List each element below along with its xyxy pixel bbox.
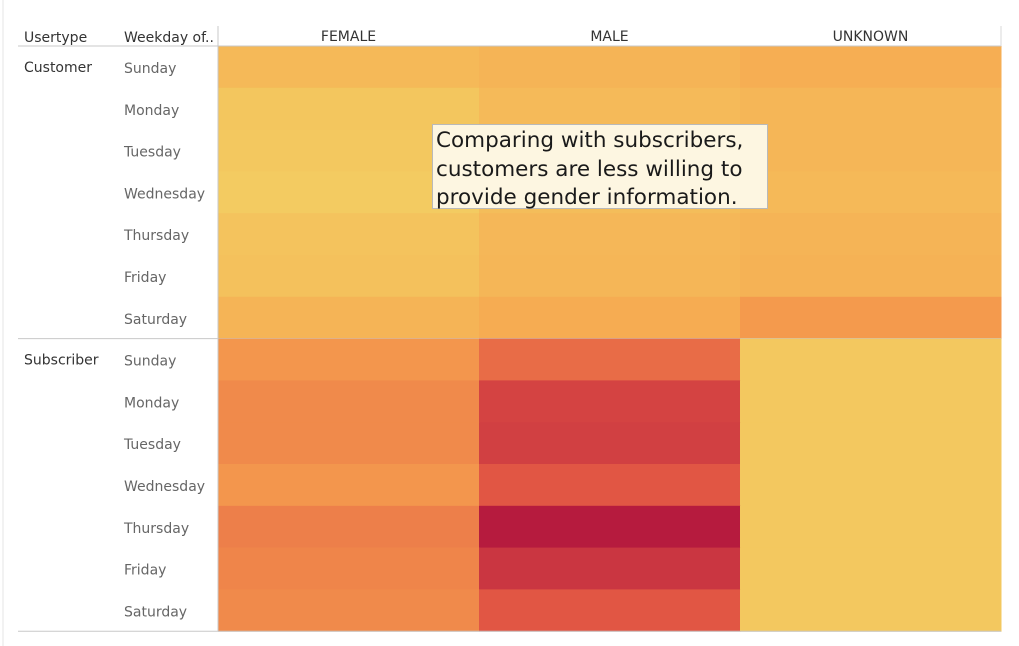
heatmap-cell [218,589,480,632]
weekday-label: Monday [124,395,179,411]
heatmap-cell [218,547,480,590]
heatmap-cell [740,46,1002,89]
weekday-label: Sunday [124,354,176,370]
column-header-unknown: UNKNOWN [833,29,909,45]
heatmap-cell [479,338,741,381]
heatmap-cell [479,296,741,340]
weekday-label: Sunday [124,61,176,77]
row-header-weekday: Weekday of.. [124,30,214,46]
heatmap-cell [479,547,741,590]
heatmap-cell [740,589,1002,632]
column-header-female: FEMALE [321,29,376,45]
heatmap-cell [218,505,480,549]
heatmap-cell [218,380,480,423]
heatmap-cell [740,171,1002,214]
heatmap-cell [479,380,741,423]
heatmap-cell [479,589,741,632]
heatmap-cell [218,46,480,89]
heatmap-cell [479,87,741,131]
heatmap-cell [740,547,1002,590]
heatmap-cell [740,422,1002,465]
weekday-label: Friday [124,563,166,579]
heatmap-cell [218,338,480,381]
heatmap-cell [740,338,1002,381]
heatmap-cell [218,464,480,507]
heatmap-cell [740,505,1002,549]
heatmap-cell [479,505,741,549]
weekday-label: Friday [124,270,166,286]
annotation-callout: Comparing with subscribers, customers ar… [432,124,768,210]
usertype-label-subscriber: Subscriber [24,353,99,369]
heatmap-cell [218,296,480,340]
heatmap-cell [218,213,480,256]
heatmap-cell [740,87,1002,131]
weekday-label: Saturday [124,312,187,328]
column-header-male: MALE [590,29,628,45]
weekday-label: Wednesday [124,186,205,202]
heatmap-cell [740,255,1002,298]
heatmap-cell [740,296,1002,340]
weekday-label: Thursday [123,228,189,244]
usertype-label-customer: Customer [24,60,92,76]
heatmap-cell [740,380,1002,423]
heatmap-cell [740,213,1002,256]
heatmap-cell [218,87,480,131]
weekday-label: Tuesday [123,145,181,161]
heatmap-cell [479,255,741,298]
heatmap-cell [479,46,741,89]
heatmap-cell [479,422,741,465]
heatmap-cell [479,464,741,507]
heatmap-cell [218,255,480,298]
heatmap-cell [218,422,480,465]
heatmap-cell [479,213,741,256]
weekday-label: Saturday [124,604,187,620]
heatmap-cell [740,129,1002,172]
weekday-label: Thursday [123,521,189,537]
weekday-label: Wednesday [124,479,205,495]
heatmap-cell [740,464,1002,507]
row-header-usertype: Usertype [24,30,87,46]
weekday-label: Tuesday [123,437,181,453]
weekday-label: Monday [124,103,179,119]
